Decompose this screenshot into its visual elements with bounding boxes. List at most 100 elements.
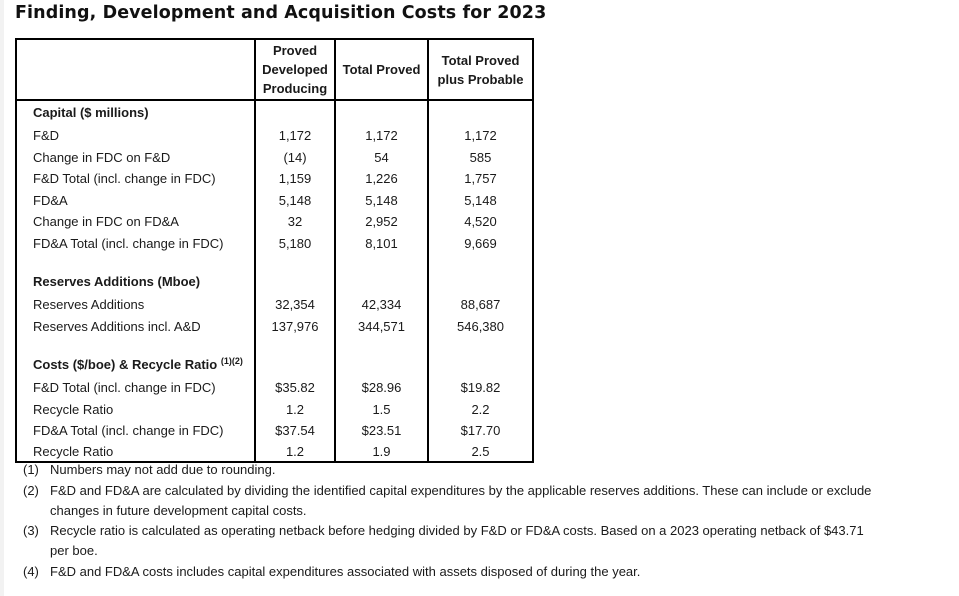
- value-total-proved: $28.96: [334, 377, 429, 399]
- value-total-proved-plus-probable: 2.2: [427, 398, 534, 420]
- section-title: Reserves Additions (Mboe): [15, 270, 256, 294]
- footnote-number: (2): [23, 482, 39, 498]
- value-total-proved-plus-probable: 2.5: [427, 441, 534, 463]
- spacer-cell: [334, 254, 429, 270]
- section-title-text: Capital ($ millions): [33, 105, 149, 120]
- row-label: FD&A Total (incl. change in FDC): [15, 232, 256, 254]
- table-row: F&D Total (incl. change in FDC) 1,159 1,22…: [15, 168, 534, 190]
- footnote-number: (1): [23, 462, 39, 477]
- section-header-row: Costs ($/boe) & Recycle Ratio (1)(2): [15, 353, 534, 377]
- value-total-proved: 2,952: [334, 211, 429, 233]
- row-label: Reserves Additions: [15, 294, 256, 316]
- value-total-proved-plus-probable: 1,172: [427, 125, 534, 147]
- empty-cell: [427, 100, 534, 125]
- value-total-proved: 42,334: [334, 294, 429, 316]
- footnote-item: (1) Numbers may not add due to rounding.: [23, 460, 923, 480]
- value-total-proved: 1,226: [334, 168, 429, 190]
- table-row: F&D Total (incl. change in FDC) $35.82 $28…: [15, 377, 534, 399]
- header-label-column: [15, 38, 256, 101]
- value-total-proved-plus-probable: 5,148: [427, 189, 534, 211]
- header-tpp-line-1: Total Proved: [441, 52, 520, 68]
- footnote-text: Numbers may not add due to rounding.: [50, 462, 276, 477]
- page-left-edge: [0, 0, 4, 596]
- value-proved-developed-producing: 5,148: [254, 189, 336, 211]
- section-header-row: Reserves Additions (Mboe): [15, 270, 534, 294]
- row-label: FD&A Total (incl. change in FDC): [15, 420, 256, 442]
- row-label: Reserves Additions incl. A&D: [15, 315, 256, 337]
- value-proved-developed-producing: 5,180: [254, 232, 336, 254]
- section-title-text: Reserves Additions (Mboe): [33, 274, 201, 289]
- value-proved-developed-producing: (14): [254, 146, 336, 168]
- value-proved-developed-producing: 137,976: [254, 315, 336, 337]
- table-body: Capital ($ millions) F&D 1,172 1,172 1,172 Ch…: [15, 100, 534, 463]
- value-total-proved-plus-probable: $17.70: [427, 420, 534, 442]
- row-label: Recycle Ratio: [15, 398, 256, 420]
- value-total-proved: $23.51: [334, 420, 429, 442]
- header-proved-developed-producing: Proved Developed Producing: [254, 38, 336, 101]
- value-proved-developed-producing: $35.82: [254, 377, 336, 399]
- value-total-proved: 1.5: [334, 398, 429, 420]
- empty-cell: [334, 353, 429, 377]
- row-label: Change in FDC on FD&A: [15, 211, 256, 233]
- spacer-cell: [334, 337, 429, 353]
- header-pdp-line-1: Proved: [272, 43, 318, 58]
- section-spacer-row: [15, 254, 534, 270]
- spacer-cell: [254, 337, 336, 353]
- value-total-proved: 1,172: [334, 125, 429, 147]
- value-proved-developed-producing: $37.54: [254, 420, 336, 442]
- table-row: Recycle Ratio 1.2 1.9 2.5: [15, 441, 534, 463]
- value-total-proved: 54: [334, 146, 429, 168]
- footnotes: (1) Numbers may not add due to rounding.(…: [23, 460, 923, 582]
- spacer-cell: [15, 254, 256, 270]
- footnote-text: Recycle ratio is calculated as operating…: [50, 523, 864, 558]
- header-pdp-line-2: Developed: [262, 62, 328, 77]
- row-label: F&D Total (incl. change in FDC): [15, 377, 256, 399]
- table-row: Reserves Additions 32,354 42,334 88,687: [15, 294, 534, 316]
- empty-cell: [254, 353, 336, 377]
- table-row: FD&A 5,148 5,148 5,148: [15, 189, 534, 211]
- row-label: Change in FDC on F&D: [15, 146, 256, 168]
- section-header-row: Capital ($ millions): [15, 100, 534, 125]
- section-title: Costs ($/boe) & Recycle Ratio (1)(2): [15, 353, 256, 377]
- footnote-text: F&D and FD&A are calculated by dividing …: [50, 482, 872, 518]
- spacer-cell: [254, 254, 336, 270]
- value-proved-developed-producing: 32: [254, 211, 336, 233]
- table-row: Change in FDC on FD&A 32 2,952 4,520: [15, 211, 534, 233]
- value-total-proved-plus-probable: 546,380: [427, 315, 534, 337]
- empty-cell: [334, 270, 429, 294]
- section-spacer-row: [15, 337, 534, 353]
- spacer-cell: [427, 337, 534, 353]
- footnote-number: (3): [23, 523, 39, 538]
- row-label: Recycle Ratio: [15, 441, 256, 463]
- fdac-table: Proved Developed Producing Total Proved …: [15, 38, 534, 463]
- value-proved-developed-producing: 1,172: [254, 125, 336, 147]
- empty-cell: [334, 100, 429, 125]
- section-title: Capital ($ millions): [15, 100, 256, 125]
- table-row: FD&A Total (incl. change in FDC) $37.54 $2…: [15, 420, 534, 442]
- header-total-proved-plus-probable: Total Proved plus Probable: [427, 38, 534, 101]
- footnote-item: (2) F&D and FD&A are calculated by dividi…: [23, 481, 923, 521]
- value-total-proved-plus-probable: 1,757: [427, 168, 534, 190]
- table-row: Reserves Additions incl. A&D 137,976 344,5…: [15, 315, 534, 337]
- header-total-proved: Total Proved: [334, 38, 429, 101]
- value-total-proved-plus-probable: 88,687: [427, 294, 534, 316]
- spacer-cell: [427, 254, 534, 270]
- table-row: Change in FDC on F&D (14) 54 585: [15, 146, 534, 168]
- table-header-row: Proved Developed Producing Total Proved …: [15, 38, 534, 101]
- row-label: F&D Total (incl. change in FDC): [15, 168, 256, 190]
- value-proved-developed-producing: 1,159: [254, 168, 336, 190]
- table-row: F&D 1,172 1,172 1,172: [15, 125, 534, 147]
- empty-cell: [427, 353, 534, 377]
- value-proved-developed-producing: 32,354: [254, 294, 336, 316]
- empty-cell: [254, 270, 336, 294]
- table-row: FD&A Total (incl. change in FDC) 5,180 8,1…: [15, 232, 534, 254]
- row-label: F&D: [15, 125, 256, 147]
- header-tpp-line-2: plus Probable: [437, 71, 524, 87]
- empty-cell: [254, 100, 336, 125]
- value-total-proved-plus-probable: 4,520: [427, 211, 534, 233]
- table-row: Recycle Ratio 1.2 1.5 2.2: [15, 398, 534, 420]
- value-total-proved: 344,571: [334, 315, 429, 337]
- value-total-proved: 5,148: [334, 189, 429, 211]
- value-total-proved: 8,101: [334, 232, 429, 254]
- spacer-cell: [15, 337, 256, 353]
